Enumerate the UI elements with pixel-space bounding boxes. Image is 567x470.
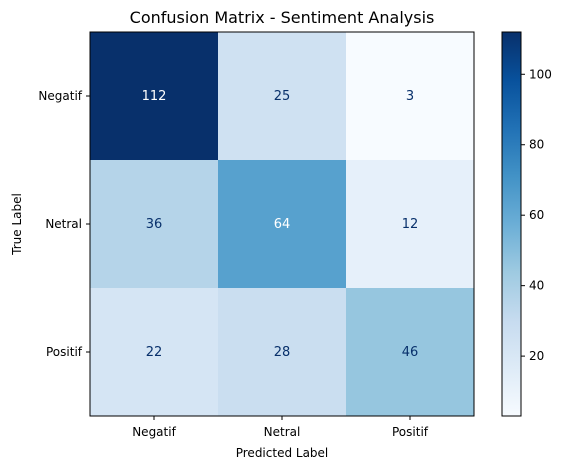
cell-value-label: 28 xyxy=(274,345,291,360)
colorbar-tick-label: 40 xyxy=(529,279,544,293)
cell-value-label: 3 xyxy=(406,89,414,104)
cell-value-label: 22 xyxy=(146,345,163,360)
cell-value-label: 64 xyxy=(274,217,291,232)
cell-value-label: 12 xyxy=(402,217,419,232)
heatmap-cell xyxy=(218,32,347,161)
heatmap-cell xyxy=(346,160,475,289)
cell-value-label: 46 xyxy=(402,345,419,360)
y-tick-labels: Negatif Netral Positif xyxy=(38,89,90,359)
heatmap-cell xyxy=(90,160,219,289)
heatmap-cells: 112 25 3 36 64 12 22 28 46 xyxy=(90,32,475,417)
y-tick-label: Netral xyxy=(45,217,82,231)
y-tick-label: Negatif xyxy=(38,89,82,103)
colorbar-ticks: 20 40 60 80 100 xyxy=(521,67,552,363)
colorbar xyxy=(501,31,522,417)
cell-value-label: 25 xyxy=(274,89,291,104)
cell-value-label: 112 xyxy=(142,89,167,104)
colorbar-tick-label: 80 xyxy=(529,138,544,152)
x-tick-labels: Negatif Netral Positif xyxy=(132,416,429,439)
x-tick-label: Negatif xyxy=(132,425,176,439)
heatmap-cell xyxy=(346,32,475,161)
heatmap-cell xyxy=(346,288,475,417)
chart-title: Confusion Matrix - Sentiment Analysis xyxy=(130,8,435,27)
heatmap-cell xyxy=(218,160,347,289)
heatmap-cell xyxy=(90,32,219,161)
x-tick-label: Netral xyxy=(264,425,301,439)
colorbar-tick-label: 20 xyxy=(529,349,544,363)
x-axis-label: Predicted Label xyxy=(236,446,329,460)
heatmap-cell xyxy=(218,288,347,417)
colorbar-tick-label: 100 xyxy=(529,67,552,81)
heatmap-cell xyxy=(90,288,219,417)
y-axis-label: True Label xyxy=(10,193,24,256)
colorbar-tick-label: 60 xyxy=(529,208,544,222)
y-tick-label: Positif xyxy=(46,345,83,359)
cell-value-label: 36 xyxy=(146,217,163,232)
x-tick-label: Positif xyxy=(392,425,429,439)
